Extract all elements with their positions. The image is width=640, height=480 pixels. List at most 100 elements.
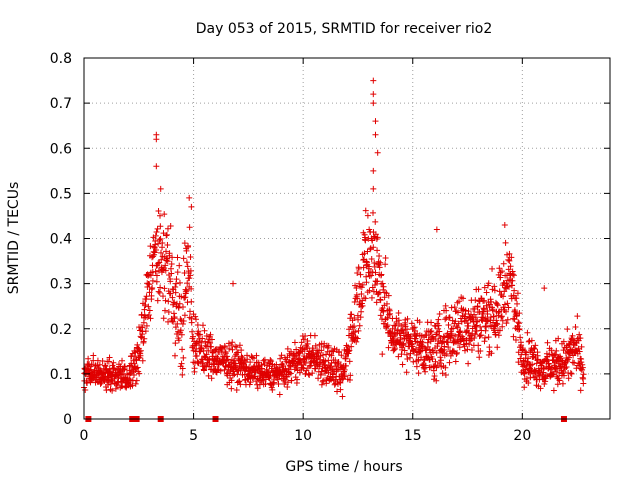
data-point — [97, 380, 104, 387]
data-point — [348, 343, 355, 350]
data-point — [569, 332, 576, 339]
data-point — [164, 225, 171, 232]
data-point — [346, 358, 353, 365]
data-point — [187, 308, 194, 315]
data-point — [311, 332, 318, 339]
data-point — [435, 322, 442, 329]
data-point — [157, 223, 164, 230]
data-point — [380, 283, 387, 290]
data-point — [556, 358, 563, 365]
data-point — [242, 377, 249, 384]
data-point — [468, 347, 475, 354]
data-point — [290, 351, 297, 358]
data-point — [164, 258, 171, 265]
data-point — [370, 100, 377, 107]
data-point — [562, 365, 569, 372]
data-point — [319, 352, 326, 359]
data-point — [391, 333, 398, 340]
data-point — [186, 224, 193, 231]
data-point — [475, 342, 482, 349]
data-point — [501, 288, 508, 295]
data-point — [477, 323, 484, 330]
data-point — [409, 340, 416, 347]
x-axis-label: GPS time / hours — [285, 459, 402, 475]
data-point — [523, 375, 530, 382]
data-point — [174, 254, 181, 261]
data-point — [383, 300, 390, 307]
data-point — [513, 295, 520, 302]
data-point — [512, 336, 519, 343]
data-point — [160, 315, 167, 322]
data-point — [384, 322, 391, 329]
data-point — [522, 348, 529, 355]
data-point — [163, 231, 170, 238]
data-point — [234, 367, 241, 374]
data-point — [363, 279, 370, 286]
data-point — [110, 359, 117, 366]
data-point — [192, 313, 199, 320]
data-point — [473, 322, 480, 329]
data-point — [481, 297, 488, 304]
data-point — [205, 372, 212, 379]
data-point — [180, 255, 187, 262]
data-point — [430, 348, 437, 355]
data-point — [222, 350, 229, 357]
data-point — [200, 367, 207, 374]
data-point — [503, 320, 510, 327]
data-point — [436, 310, 443, 317]
data-point — [244, 356, 251, 363]
data-point — [304, 340, 311, 347]
data-point — [395, 353, 402, 360]
data-point — [370, 209, 377, 216]
data-point — [451, 338, 458, 345]
data-point — [253, 352, 260, 359]
data-point — [410, 358, 417, 365]
data-point — [464, 346, 471, 353]
data-point — [247, 359, 254, 366]
data-point — [141, 306, 148, 313]
data-point — [516, 326, 523, 333]
data-point — [528, 337, 535, 344]
data-point — [190, 333, 197, 340]
data-point — [183, 247, 190, 254]
data-point — [351, 323, 358, 330]
x-tick-label: 20 — [513, 428, 531, 444]
data-point — [454, 349, 461, 356]
data-point — [188, 319, 195, 326]
data-point — [205, 347, 212, 354]
data-point — [418, 354, 425, 361]
data-point — [133, 377, 140, 384]
data-point — [422, 362, 429, 369]
data-point — [159, 293, 166, 300]
data-point — [400, 327, 407, 334]
data-point — [199, 322, 206, 329]
data-point — [157, 235, 164, 242]
data-point — [445, 339, 452, 346]
data-point — [577, 335, 584, 342]
data-point — [481, 306, 488, 313]
data-point — [360, 257, 367, 264]
data-point — [213, 346, 220, 353]
data-point — [179, 371, 186, 378]
data-point — [377, 259, 384, 266]
data-point — [502, 239, 509, 246]
data-point — [155, 207, 162, 214]
data-point — [375, 290, 382, 297]
data-point — [445, 321, 452, 328]
data-point — [455, 320, 462, 327]
data-point — [330, 348, 337, 355]
data-point — [475, 286, 482, 293]
data-point — [235, 349, 242, 356]
data-point — [312, 365, 319, 372]
data-point — [138, 311, 145, 318]
data-point — [174, 269, 181, 276]
data-point — [483, 302, 490, 309]
x-tick-labels: 0 5 10 15 20 — [80, 428, 532, 444]
data-point — [165, 298, 172, 305]
data-point — [385, 344, 392, 351]
data-point — [267, 356, 274, 363]
data-point — [101, 362, 108, 369]
data-point — [347, 372, 354, 379]
data-point — [170, 310, 177, 317]
